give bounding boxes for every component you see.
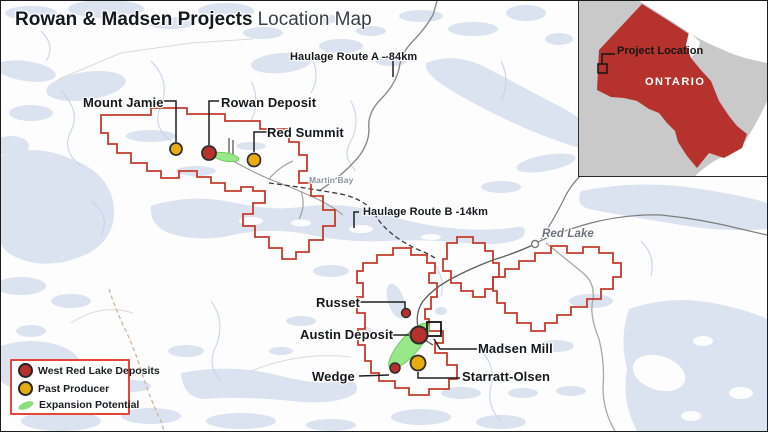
wedge-marker (389, 362, 401, 374)
great-lakes-water (695, 101, 767, 176)
austin-deposit-label: Austin Deposit (300, 327, 394, 342)
james-bay-water (686, 32, 700, 58)
islands-layer (239, 217, 753, 421)
past-producer-icon (18, 381, 33, 396)
title-suffix: Location Map (257, 9, 372, 30)
ontario-inset-map: Project Location ONTARIO (578, 1, 767, 177)
starratt-olsen-marker (409, 354, 427, 372)
starratt-olsen-label: Starratt-Olsen (462, 369, 551, 384)
mount-jamie-label: Mount Jamie (83, 95, 164, 110)
rowan-claim-boundary (100, 107, 336, 260)
martin-bay-label: Martin Bay (309, 175, 354, 185)
ontario-region-label: ONTARIO (645, 76, 706, 88)
red-lake-town-marker (530, 239, 540, 249)
legend-item-past-producer: Past Producer (18, 381, 128, 396)
russet-marker (400, 307, 412, 319)
madsen-claim-boundary-north (442, 236, 500, 298)
claim-boundaries-layer (100, 107, 622, 396)
legend-item-expansion-potential: Expansion Potential (17, 398, 139, 412)
haulage-route-b-road (268, 182, 436, 259)
west-red-lake-deposit-icon (18, 363, 33, 378)
page-title: Rowan & Madsen Projects Location Map (15, 9, 372, 31)
rowan-deposit-label: Rowan Deposit (221, 95, 317, 110)
legend-item-west-red-lake-deposits: West Red Lake Deposits (18, 363, 160, 378)
ontario-inset-canvas (597, 1, 767, 176)
expansion-potential-icon (17, 398, 35, 412)
mount-jamie-marker (169, 142, 183, 156)
title-project-name: Rowan & Madsen Projects (15, 9, 253, 30)
legend-item-label: Past Producer (38, 382, 110, 395)
legend-item-label: Expansion Potential (39, 399, 140, 411)
project-location-label: Project Location (617, 45, 704, 57)
wedge-label: Wedge (312, 369, 355, 384)
haulage-route-a-road (318, 1, 438, 192)
streams-layer (40, 30, 653, 422)
ontario-province-shape (597, 4, 747, 168)
rowan-deposit-marker (201, 145, 217, 161)
legend-item-label: West Red Lake Deposits (38, 364, 160, 377)
hudson-bay-water (639, 1, 767, 63)
red-summit-label: Red Summit (267, 125, 344, 140)
madsen-access-road (416, 243, 536, 346)
red-lake-label: Red Lake (542, 228, 594, 240)
project-location-connector (601, 53, 615, 64)
russet-label: Russet (316, 295, 360, 310)
madsen-claim-boundary-main (356, 247, 458, 396)
contours-layer (58, 38, 352, 372)
red-summit-marker (246, 152, 262, 168)
project-location-marker (597, 63, 608, 74)
austin-deposit-marker (409, 325, 429, 345)
haulage-route-b-label: Haulage Route B -14km (363, 206, 488, 218)
map-legend: West Red Lake Deposits Past Producer Exp… (10, 359, 160, 415)
markers-layer (169, 142, 540, 374)
madsen-mill-marker (426, 321, 442, 337)
madsen-claim-boundary-east (492, 245, 622, 332)
label-connectors-layer (163, 56, 477, 379)
haulage-route-a-label: Haulage Route A - 84km (290, 51, 418, 63)
madsen-mill-label: Madsen Mill (478, 341, 553, 356)
